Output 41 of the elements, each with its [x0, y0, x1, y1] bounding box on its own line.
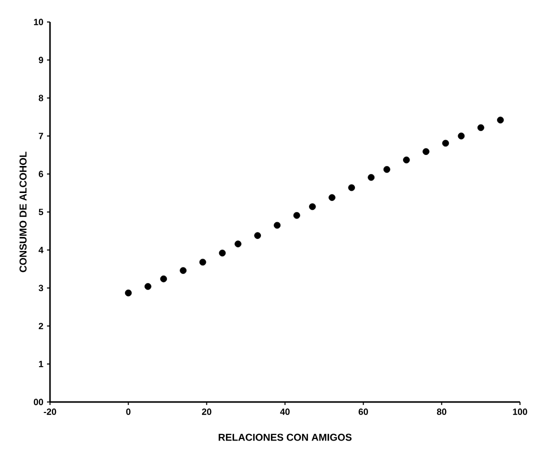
point: [383, 166, 390, 173]
point: [234, 240, 242, 248]
x-tick-label: 80: [436, 408, 446, 415]
point: [442, 140, 449, 147]
point: [348, 184, 355, 192]
point: [274, 222, 281, 229]
point: [254, 232, 261, 239]
point: [124, 290, 132, 296]
y-tick-label: 2: [38, 322, 44, 330]
point: [160, 275, 167, 282]
y-tick-label: 00: [34, 398, 44, 406]
y-tick-label: 1: [39, 360, 44, 368]
x-tick-label: 0: [126, 408, 130, 415]
point: [309, 203, 316, 210]
point: [180, 267, 187, 274]
y-tick-label: 8: [38, 94, 44, 102]
x-tick-label: 100: [513, 408, 528, 415]
point: [477, 124, 484, 132]
y-tick-label: 6: [38, 170, 44, 178]
point: [497, 116, 504, 124]
point: [144, 283, 152, 290]
point: [403, 156, 410, 164]
y-axis-title: CONSUMO DE ALCOHOL: [20, 152, 27, 272]
x-tick-label: -20: [44, 408, 56, 415]
point: [199, 258, 206, 266]
x-tick-label: 60: [358, 408, 368, 415]
y-tick-label: 3: [38, 284, 44, 292]
y-tick-label: 9: [38, 56, 44, 64]
y-tick-label: 4: [38, 246, 44, 254]
point: [458, 132, 465, 140]
x-tick-label: 40: [280, 408, 290, 415]
y-tick-label: 10: [34, 18, 44, 26]
point: [422, 148, 430, 155]
point: [368, 174, 375, 181]
x-tick-label: 20: [202, 408, 212, 415]
point: [328, 194, 336, 201]
x-axis-title: RELACIONES CON AMIGOS: [218, 434, 352, 441]
y-tick-label: 5: [38, 208, 44, 216]
point: [293, 212, 300, 219]
y-tick-label: 7: [38, 132, 44, 140]
point: [218, 250, 226, 256]
